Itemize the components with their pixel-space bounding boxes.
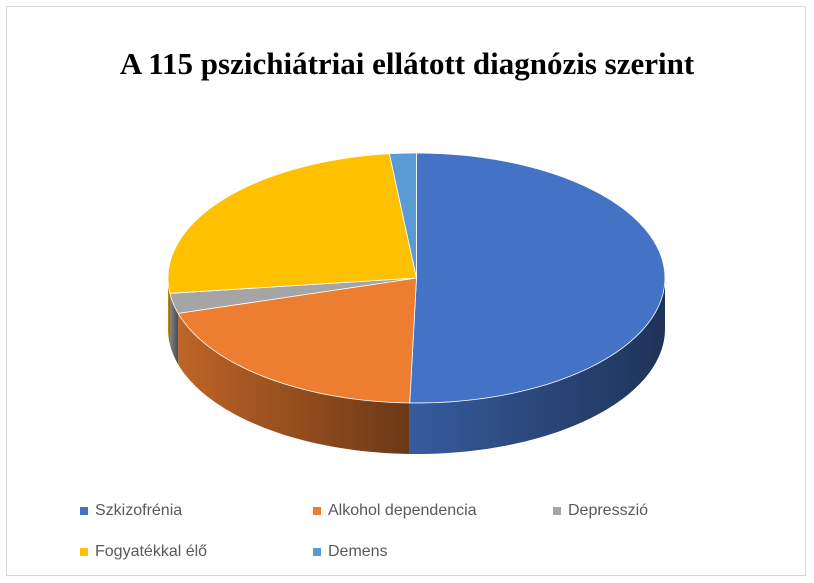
legend-swatch <box>80 507 88 515</box>
legend-swatch <box>553 507 561 515</box>
chart-title: A 115 pszichiátriai ellátott diagnózis s… <box>119 46 695 81</box>
slice <box>169 277 417 314</box>
legend-label: Demens <box>328 543 388 560</box>
legend-swatch <box>313 548 321 556</box>
slice <box>177 277 417 404</box>
slice-side <box>168 278 170 345</box>
legend-swatch <box>80 548 88 556</box>
slice-side <box>409 278 665 454</box>
slice <box>388 152 417 279</box>
slice-side <box>178 313 410 454</box>
slice <box>167 153 417 294</box>
legend-label: Fogyatékkal élő <box>95 543 207 560</box>
slice <box>409 152 666 404</box>
legend-swatch <box>313 507 321 515</box>
slice-side <box>169 293 179 365</box>
legend-label: Alkohol dependencia <box>328 502 477 519</box>
legend-label: Depresszió <box>568 502 648 519</box>
chart-frame <box>6 6 806 576</box>
legend-label: Szkizofrénia <box>95 502 182 519</box>
